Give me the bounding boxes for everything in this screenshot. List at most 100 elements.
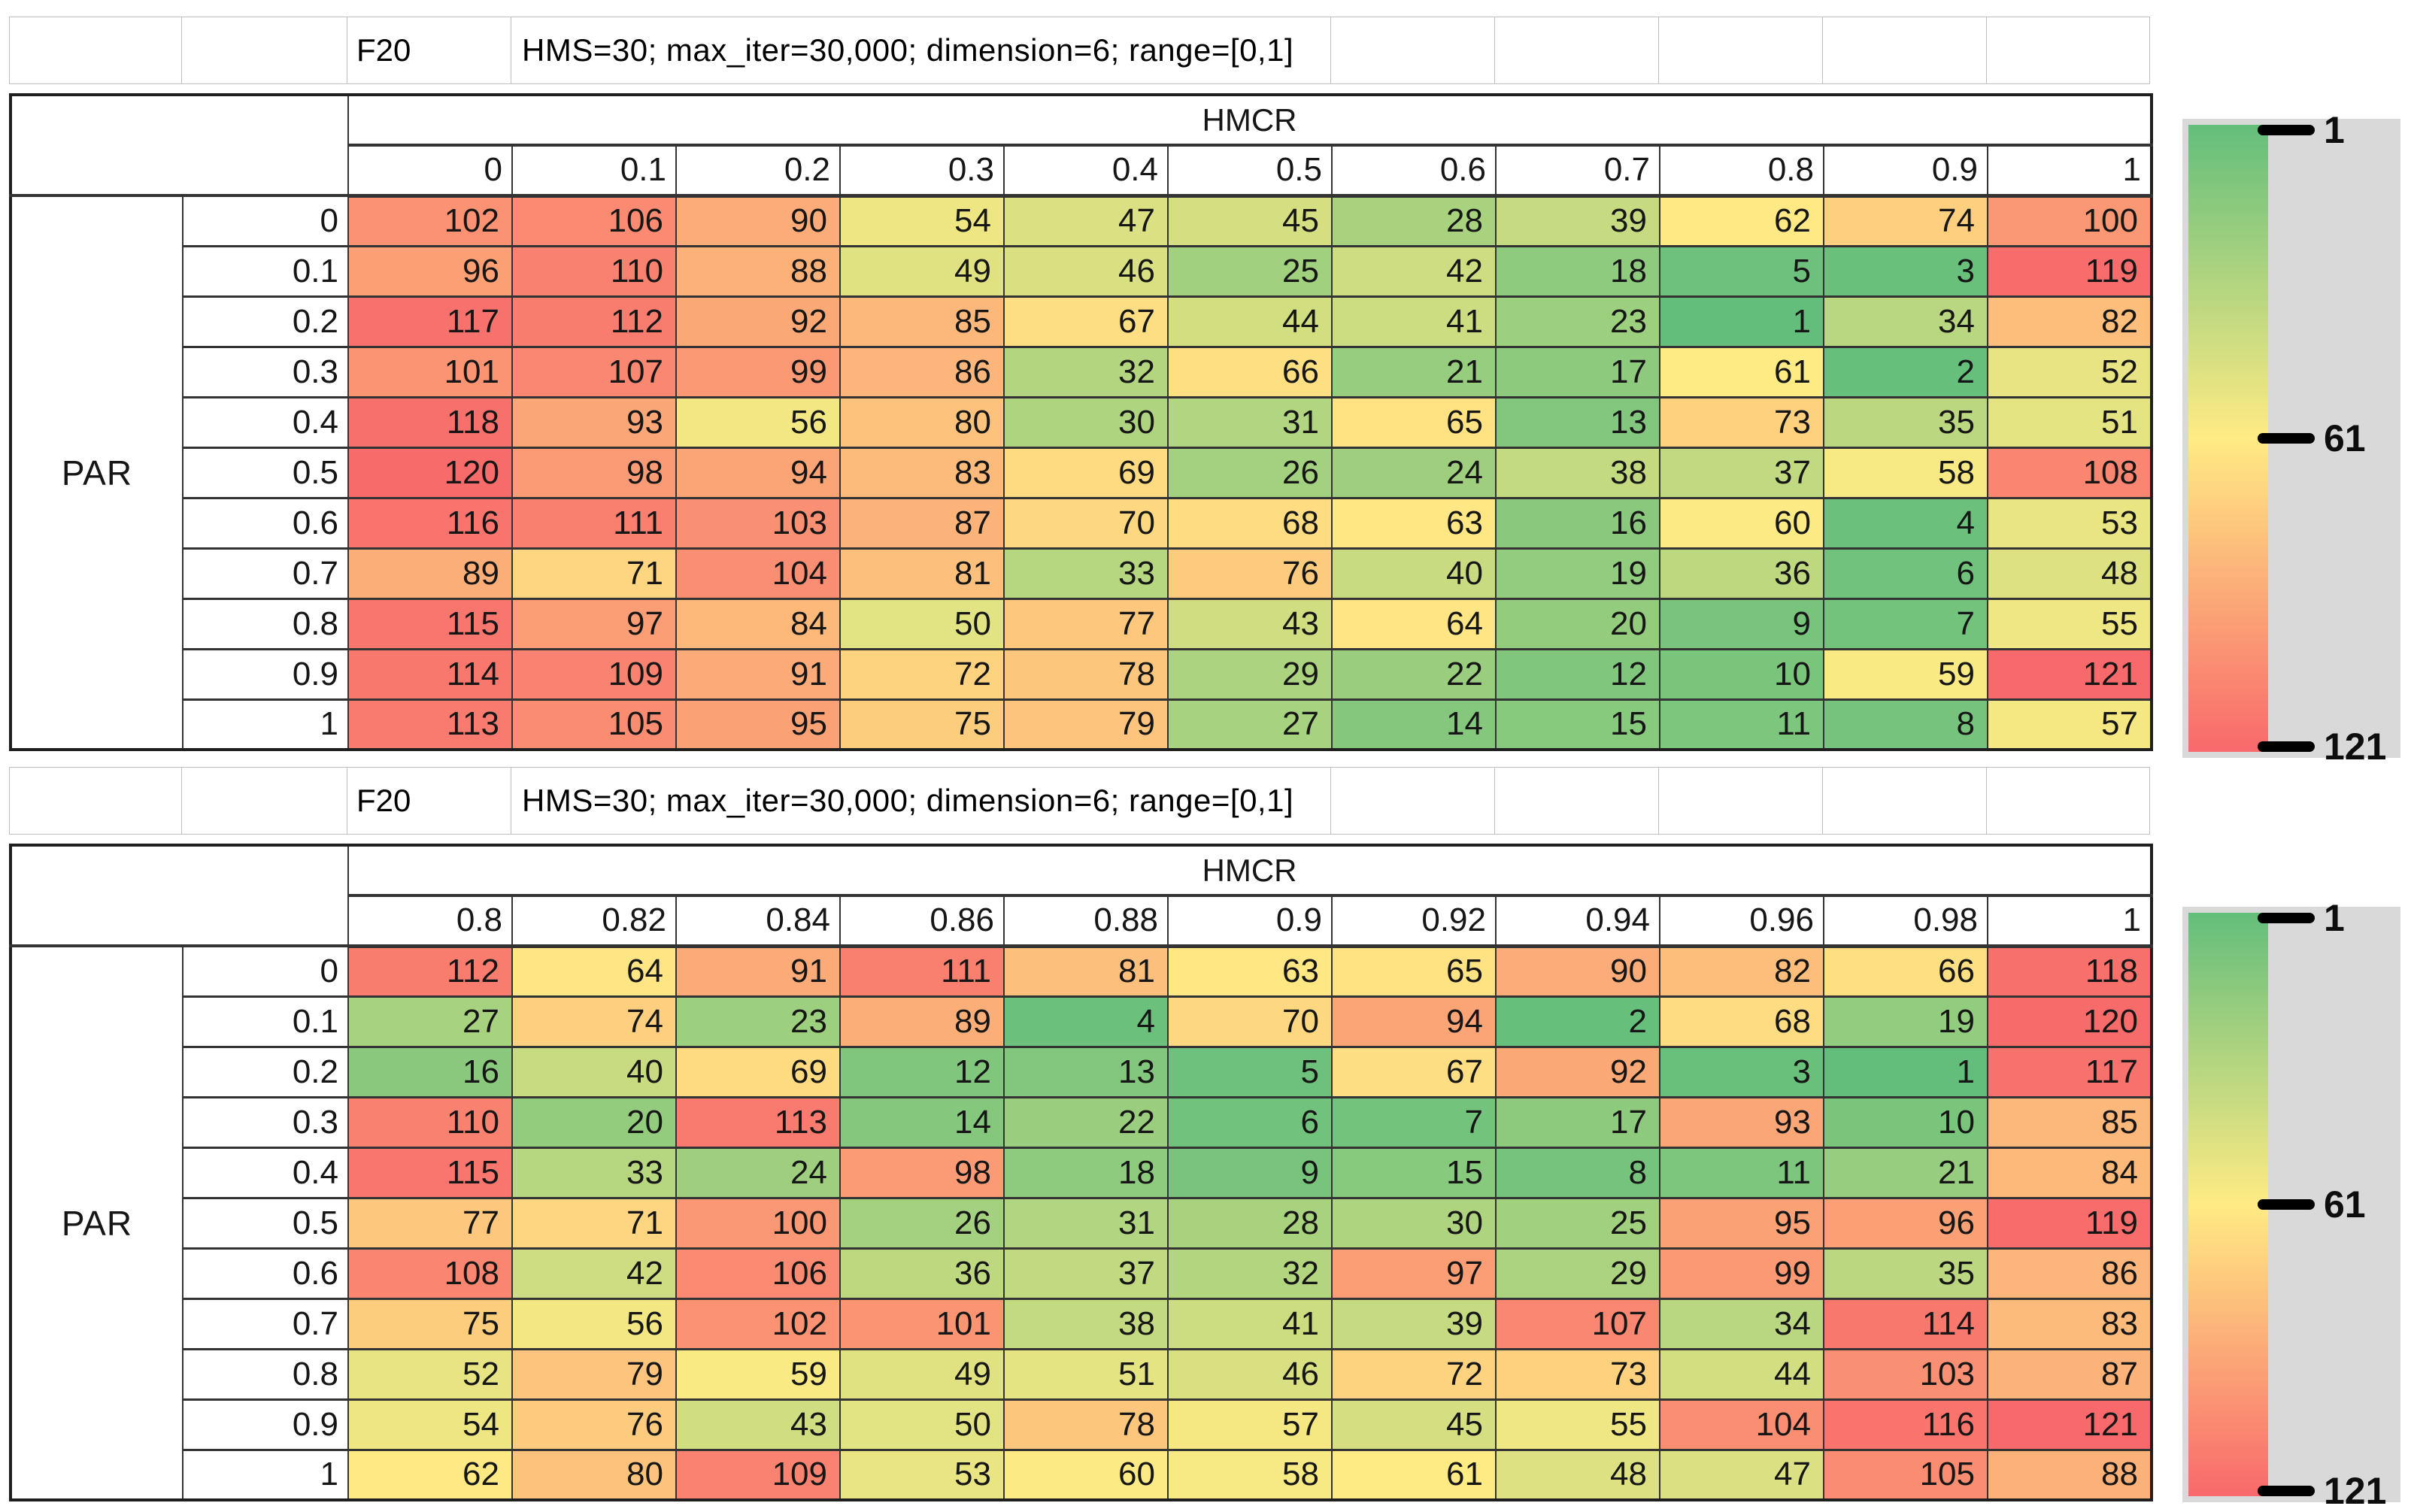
row-header[interactable]: 0 (182, 194, 349, 247)
heatmap-cell[interactable]: 2 (1495, 995, 1660, 1048)
heatmap-cell[interactable]: 89 (347, 547, 513, 600)
heatmap-cell[interactable]: 76 (1167, 547, 1333, 600)
heatmap-cell[interactable]: 10 (1823, 1095, 1988, 1149)
heatmap-cell[interactable]: 10 (1659, 647, 1824, 701)
title-cell-empty[interactable] (1658, 17, 1822, 84)
heatmap-cell[interactable]: 39 (1331, 1297, 1497, 1350)
heatmap-cell[interactable]: 27 (347, 995, 513, 1048)
color-scale-legend-1[interactable]: 1 61 121 (2182, 111, 2400, 765)
col-header[interactable]: 0.6 (1331, 144, 1497, 198)
heatmap-cell[interactable]: 4 (1823, 496, 1988, 550)
heatmap-cell[interactable]: 57 (1987, 698, 2152, 751)
heatmap-cell[interactable]: 14 (839, 1095, 1005, 1149)
row-header[interactable]: 0.3 (182, 345, 349, 398)
col-header[interactable]: 0.86 (839, 894, 1005, 948)
row-header[interactable]: 0.6 (182, 1247, 349, 1300)
heatmap-cell[interactable]: 6 (1167, 1095, 1333, 1149)
heatmap-cell[interactable]: 51 (1987, 395, 2152, 449)
heatmap-cell[interactable]: 9 (1167, 1146, 1333, 1199)
heatmap-cell[interactable]: 22 (1003, 1095, 1169, 1149)
heatmap-cell[interactable]: 96 (1823, 1196, 1988, 1250)
heatmap-cell[interactable]: 41 (1331, 295, 1497, 348)
row-header[interactable]: 0.4 (182, 395, 349, 449)
heatmap-cell[interactable]: 33 (1003, 547, 1169, 600)
heatmap-cell[interactable]: 78 (1003, 647, 1169, 701)
heatmap-cell[interactable]: 79 (1003, 698, 1169, 751)
heatmap-cell[interactable]: 82 (1659, 944, 1824, 998)
row-header[interactable]: 0.5 (182, 446, 349, 499)
heatmap-cell[interactable]: 81 (839, 547, 1005, 600)
heatmap-cell[interactable]: 18 (1003, 1146, 1169, 1199)
heatmap-cell[interactable]: 40 (1331, 547, 1497, 600)
heatmap-cell[interactable]: 53 (1987, 496, 2152, 550)
heatmap-cell[interactable]: 78 (1003, 1398, 1169, 1451)
heatmap-cell[interactable]: 88 (1987, 1448, 2152, 1501)
heatmap-cell[interactable]: 24 (1331, 446, 1497, 499)
heatmap-cell[interactable]: 16 (347, 1045, 513, 1098)
heatmap-cell[interactable]: 46 (1167, 1347, 1333, 1401)
heatmap-cell[interactable]: 15 (1331, 1146, 1497, 1199)
heatmap-cell[interactable]: 72 (839, 647, 1005, 701)
heatmap-cell[interactable]: 67 (1003, 295, 1169, 348)
heatmap-cell[interactable]: 30 (1331, 1196, 1497, 1250)
heatmap-cell[interactable]: 68 (1167, 496, 1333, 550)
heatmap-cell[interactable]: 61 (1659, 345, 1824, 398)
heatmap-cell[interactable]: 53 (839, 1448, 1005, 1501)
color-scale-legend-2[interactable]: 1 61 121 (2182, 899, 2400, 1510)
heatmap-cell[interactable]: 34 (1659, 1297, 1824, 1350)
heatmap-cell[interactable]: 114 (347, 647, 513, 701)
heatmap-cell[interactable]: 98 (839, 1146, 1005, 1199)
heatmap-cell[interactable]: 19 (1495, 547, 1660, 600)
heatmap-cell[interactable]: 12 (1495, 647, 1660, 701)
col-group-header[interactable]: HMCR (347, 844, 2152, 897)
heatmap-cell[interactable]: 17 (1495, 1095, 1660, 1149)
row-header[interactable]: 0.8 (182, 1347, 349, 1401)
heatmap-cell[interactable]: 92 (675, 295, 841, 348)
heatmap-cell[interactable]: 37 (1659, 446, 1824, 499)
corner-cell[interactable] (10, 844, 349, 947)
heatmap-cell[interactable]: 13 (1495, 395, 1660, 449)
heatmap-cell[interactable]: 75 (347, 1297, 513, 1350)
heatmap-cell[interactable]: 72 (1331, 1347, 1497, 1401)
heatmap-cell[interactable]: 66 (1823, 944, 1988, 998)
heatmap-cell[interactable]: 82 (1987, 295, 2152, 348)
heatmap-cell[interactable]: 16 (1495, 496, 1660, 550)
heatmap-cell[interactable]: 103 (1823, 1347, 1988, 1401)
heatmap-cell[interactable]: 35 (1823, 395, 1988, 449)
heatmap-cell[interactable]: 121 (1987, 647, 2152, 701)
heatmap-cell[interactable]: 109 (511, 647, 677, 701)
heatmap-cell[interactable]: 110 (511, 244, 677, 298)
heatmap-cell[interactable]: 15 (1495, 698, 1660, 751)
col-header[interactable]: 0.3 (839, 144, 1005, 198)
heatmap-cell[interactable]: 112 (347, 944, 513, 998)
heatmap-cell[interactable]: 33 (511, 1146, 677, 1199)
heatmap-cell[interactable]: 56 (511, 1297, 677, 1350)
heatmap-cell[interactable]: 106 (675, 1247, 841, 1300)
row-header[interactable]: 0.4 (182, 1146, 349, 1199)
col-header[interactable]: 1 (1987, 144, 2152, 198)
heatmap-cell[interactable]: 100 (675, 1196, 841, 1250)
heatmap-cell[interactable]: 8 (1823, 698, 1988, 751)
row-group-header[interactable]: PAR (10, 944, 183, 1501)
heatmap-cell[interactable]: 23 (675, 995, 841, 1048)
heatmap-cell[interactable]: 96 (347, 244, 513, 298)
heatmap-cell[interactable]: 36 (1659, 547, 1824, 600)
heatmap-cell[interactable]: 58 (1167, 1448, 1333, 1501)
heatmap-cell[interactable]: 2 (1823, 345, 1988, 398)
heatmap-cell[interactable]: 112 (511, 295, 677, 348)
heatmap-cell[interactable]: 99 (675, 345, 841, 398)
heatmap-cell[interactable]: 49 (839, 244, 1005, 298)
heatmap-table-2[interactable]: HMCR 0.8 0.82 0.84 0.86 0.88 0.9 0.92 0.94 0.96 0.… (9, 844, 2153, 1501)
title-cell-empty[interactable] (9, 17, 181, 84)
heatmap-cell[interactable]: 42 (1331, 244, 1497, 298)
row-header[interactable]: 0.9 (182, 647, 349, 701)
heatmap-cell[interactable]: 94 (1331, 995, 1497, 1048)
col-header[interactable]: 0.82 (511, 894, 677, 948)
col-header[interactable]: 0.1 (511, 144, 677, 198)
heatmap-cell[interactable]: 27 (1167, 698, 1333, 751)
heatmap-cell[interactable]: 74 (511, 995, 677, 1048)
heatmap-cell[interactable]: 63 (1331, 496, 1497, 550)
heatmap-cell[interactable]: 87 (839, 496, 1005, 550)
col-header[interactable]: 0.92 (1331, 894, 1497, 948)
heatmap-cell[interactable]: 85 (1987, 1095, 2152, 1149)
